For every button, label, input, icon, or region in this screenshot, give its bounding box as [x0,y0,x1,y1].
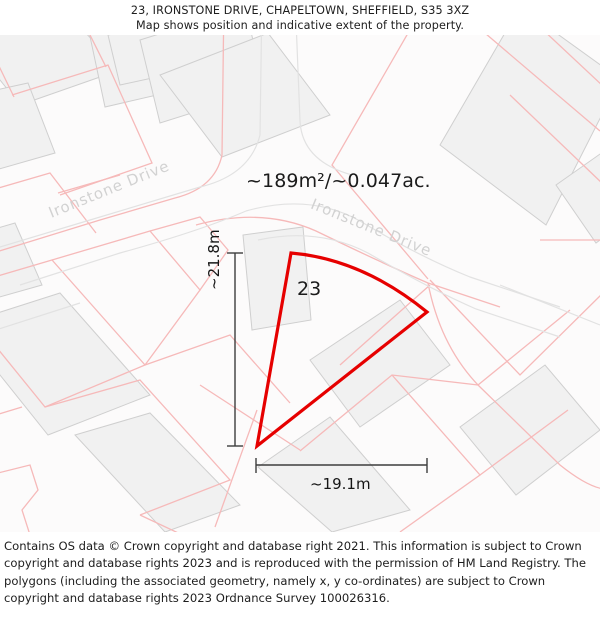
parcel-boundary [51,230,201,366]
parcel-boundary [44,379,232,516]
page-title: 23, IRONSTONE DRIVE, CHAPELTOWN, SHEFFIE… [130,4,470,17]
map-canvas[interactable]: ~189m²/~0.047ac. 23 Ironstone Drive Iron… [0,35,600,532]
parcel-boundary [509,94,600,183]
map-vector-layer [0,35,600,532]
parcel-boundary [0,464,39,532]
building-footprints [0,35,600,532]
parcel-boundary [547,35,600,85]
parcel-boundary-road [0,35,225,252]
parcel-boundary [139,514,178,532]
parcel-boundary [214,409,258,528]
parcel-boundary [477,309,571,386]
building-footprint [159,35,331,158]
road-edge [295,35,353,176]
parcel-boundary [331,35,429,280]
building-footprint [0,292,151,436]
parcel-boundary [0,406,23,415]
parcel-boundary [479,409,569,476]
parcel-boundary [339,284,431,366]
building-footprint [0,222,43,298]
building-footprint [0,82,56,170]
building-footprint [459,364,600,496]
road-edge [257,235,561,338]
property-outline-path [254,251,430,450]
building-footprint [439,35,600,226]
parcel-boundary [486,35,600,132]
parcel-boundary [57,174,121,194]
building-footprint [555,153,600,244]
building-footprint-subject [242,226,312,331]
parcel-boundary [89,35,107,68]
parcel-boundary [144,334,291,404]
road-edge [499,284,600,326]
copyright-text: Contains OS data © Crown copyright and d… [4,539,586,606]
parcel-boundary [0,172,97,234]
building-footprint [257,416,411,532]
road-edge [19,210,247,286]
building-footprint [309,299,451,428]
road-edge [0,302,81,330]
road-edge [245,203,561,308]
road-outlines [0,35,600,338]
property-boundary[interactable] [254,251,430,450]
copyright-footer: Contains OS data © Crown copyright and d… [0,533,600,608]
parcel-boundary [149,216,229,291]
header: 23, IRONSTONE DRIVE, CHAPELTOWN, SHEFFIE… [0,0,600,35]
page-subtitle: Map shows position and indicative extent… [135,18,464,32]
parcel-boundary [199,384,301,451]
parcel-boundary [0,66,15,98]
parcel-boundary [429,279,600,376]
dimension-lines [227,252,428,473]
parcel-boundary-road [195,216,501,308]
parcel-boundaries [0,35,600,532]
building-footprint [74,412,241,532]
road-edge [0,35,263,248]
